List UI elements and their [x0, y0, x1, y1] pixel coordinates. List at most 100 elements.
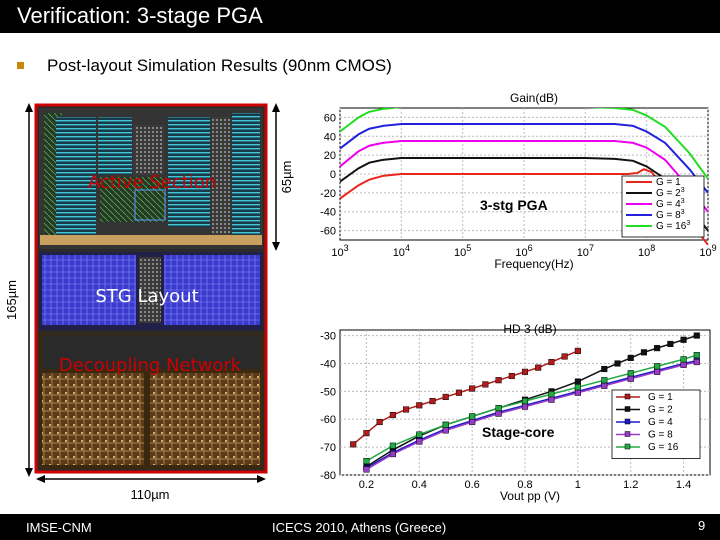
hd3-data-point	[442, 427, 449, 434]
hd3-data-point	[508, 372, 515, 380]
hd3-data-point	[442, 421, 449, 428]
hd3-data-point	[693, 359, 700, 366]
gain-series-line	[340, 123, 709, 194]
hd3-data-point	[363, 430, 370, 437]
gain-x-tick-label: 104	[393, 243, 410, 259]
hd3-x-tick-label: 0.2	[359, 479, 374, 491]
gain-series-line	[340, 156, 709, 232]
gain-x-tick-label: 103	[331, 243, 348, 259]
gain-x-tick-exponent: 5	[466, 243, 471, 253]
gain-y-tick-label: 60	[324, 112, 336, 124]
hd3-data-point	[601, 382, 608, 389]
hd3-data-point	[521, 403, 529, 410]
gain-y-tick-label: 40	[324, 131, 336, 143]
gain-series-line	[340, 108, 709, 180]
hd3-data-point	[667, 340, 674, 347]
hd3-data-point	[601, 365, 608, 373]
hd3-data-point	[574, 347, 581, 354]
gain-x-tick-base: 10	[515, 247, 527, 259]
stg-layout-block	[39, 252, 263, 330]
gain-y-tick-label: -20	[320, 188, 336, 200]
hd3-legend-entry: G = 16	[648, 442, 679, 453]
hd3-chart: -30 -40 -50 -60 -70 -80 0.2 0.4 0.6 0.8 1 1.2 1.4 HD …	[320, 322, 711, 503]
hd3-data-point	[548, 396, 555, 403]
hd3-data-point	[654, 345, 661, 352]
bullet-text: Post-layout Simulation Results (90nm CMO…	[47, 56, 392, 75]
gain-legend-entry: G = 23	[656, 187, 685, 199]
hd3-data-point	[680, 361, 687, 368]
hd3-data-point	[601, 377, 608, 384]
hd3-data-point	[469, 413, 476, 420]
hd3-data-point	[469, 418, 476, 426]
hd3-data-point	[350, 441, 357, 448]
gain-y-tick-label: 20	[324, 150, 336, 162]
hd3-y-tick-label: -40	[320, 358, 336, 370]
hd3-data-point	[389, 411, 396, 419]
gain-x-tick-label: 108	[638, 243, 655, 259]
hd3-data-point	[614, 360, 621, 367]
gain-x-tick-label: 106	[515, 243, 532, 259]
decoupling-network-block	[39, 333, 263, 469]
hd3-data-point	[535, 364, 542, 371]
hd3-x-tick-label: 0.8	[517, 479, 532, 491]
hd3-data-point	[627, 375, 634, 382]
gain-legend-entry: G = 1	[656, 177, 681, 188]
hd3-data-point	[521, 368, 529, 375]
hd3-x-tick-label: 1.4	[676, 479, 691, 491]
gain-annotation: 3-stg PGA	[480, 197, 548, 213]
gain-x-tick-exponent: 6	[528, 243, 533, 253]
gain-y-tick-label: -40	[320, 207, 336, 219]
hd3-data-point	[693, 352, 700, 359]
hd3-data-point	[416, 402, 423, 409]
stg-layout-label: STG Layout	[95, 286, 198, 307]
bullet-square-icon	[17, 62, 24, 69]
width-label: 110µm	[130, 487, 169, 502]
hd3-x-tick-label: 1	[575, 479, 581, 491]
active-section-label: Active Section	[88, 172, 216, 193]
gain-x-axis-label: Frequency(Hz)	[494, 257, 573, 271]
section-height-dimension	[272, 103, 280, 251]
hd3-data-point	[363, 458, 370, 465]
hd3-data-point	[574, 384, 581, 391]
hd3-legend-entry: G = 2	[648, 405, 673, 416]
width-dimension	[36, 475, 266, 483]
hd3-series-line	[366, 361, 697, 471]
gain-legend-entry: G = 43	[656, 198, 685, 210]
hd3-legend-entry: G = 8	[648, 430, 673, 441]
hd3-data-point	[495, 410, 502, 417]
hd3-y-tick-label: -30	[320, 331, 336, 343]
slide-title: Verification: 3-stage PGA	[17, 3, 263, 28]
hd3-data-point	[548, 391, 555, 398]
gain-chart-title: Gain(dB)	[510, 91, 558, 105]
gain-x-tick-base: 10	[699, 247, 711, 259]
hd3-data-point	[680, 356, 687, 363]
hd3-data-point	[455, 389, 462, 396]
hd3-data-point	[640, 349, 647, 356]
gain-x-tick-label: 105	[454, 243, 471, 259]
gain-series-line	[340, 140, 709, 213]
gain-legend-entry: G = 163	[656, 220, 690, 232]
hd3-data-point	[495, 377, 502, 384]
gain-legend-entry: G = 83	[656, 209, 685, 221]
hd3-data-point	[574, 389, 581, 396]
hd3-legend-marker	[624, 418, 631, 425]
hd3-y-tick-label: -60	[320, 414, 336, 426]
title-bar: Verification: 3-stage PGA	[0, 0, 720, 33]
gain-x-tick-base: 10	[454, 247, 466, 259]
active-section-block	[39, 108, 263, 249]
gain-x-tick-label: 107	[577, 243, 594, 259]
gain-x-tick-exponent: 8	[650, 243, 655, 253]
gain-x-tick-exponent: 7	[589, 243, 594, 253]
gain-x-tick-label: 109	[699, 243, 716, 259]
hd3-data-point	[574, 378, 581, 385]
gain-y-tick-label: 0	[330, 169, 336, 181]
hd3-data-point	[376, 418, 383, 426]
hd3-x-tick-label: 1.2	[623, 479, 638, 491]
hd3-data-point	[548, 359, 555, 366]
gain-x-tick-base: 10	[331, 247, 343, 259]
hd3-data-point	[416, 431, 423, 438]
hd3-data-point	[482, 381, 489, 388]
gain-x-tick-base: 10	[393, 247, 405, 259]
page-number: 9	[698, 518, 706, 533]
